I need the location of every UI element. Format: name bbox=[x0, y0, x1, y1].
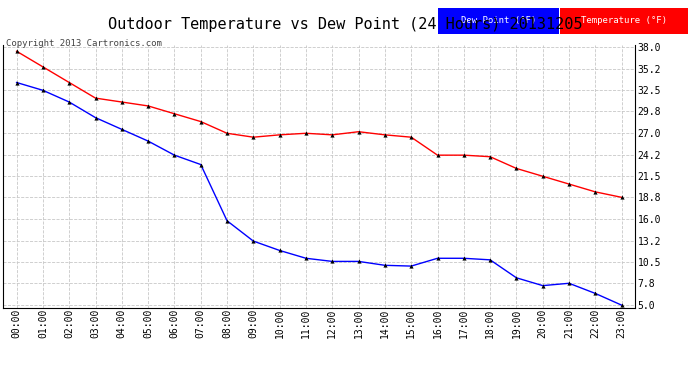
Text: Dew Point (°F): Dew Point (°F) bbox=[461, 16, 536, 25]
Text: Copyright 2013 Cartronics.com: Copyright 2013 Cartronics.com bbox=[6, 39, 161, 48]
Text: Temperature (°F): Temperature (°F) bbox=[581, 16, 667, 25]
Text: Outdoor Temperature vs Dew Point (24 Hours) 20131205: Outdoor Temperature vs Dew Point (24 Hou… bbox=[108, 17, 582, 32]
